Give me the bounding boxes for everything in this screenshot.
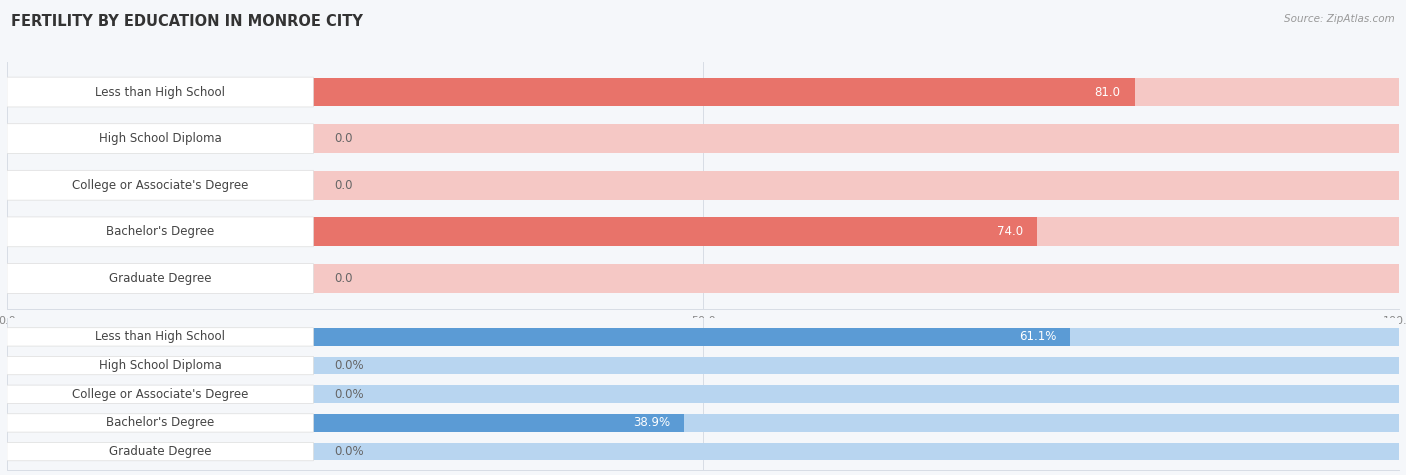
Text: 81.0: 81.0 — [1095, 86, 1121, 98]
Bar — [7, 328, 1070, 346]
Bar — [7, 328, 1399, 346]
FancyBboxPatch shape — [7, 356, 314, 375]
Bar — [7, 443, 1399, 460]
Text: 0.0%: 0.0% — [335, 388, 364, 401]
Bar — [7, 124, 1399, 153]
Text: 38.9%: 38.9% — [633, 417, 669, 429]
FancyBboxPatch shape — [7, 385, 314, 403]
FancyBboxPatch shape — [7, 171, 314, 200]
FancyBboxPatch shape — [7, 124, 314, 153]
Bar — [7, 357, 1399, 374]
Bar — [7, 414, 683, 432]
FancyBboxPatch shape — [7, 217, 314, 247]
Text: Less than High School: Less than High School — [96, 331, 225, 343]
Text: Bachelor's Degree: Bachelor's Degree — [105, 225, 214, 238]
Text: High School Diploma: High School Diploma — [98, 132, 222, 145]
Text: 0.0%: 0.0% — [335, 359, 364, 372]
Text: Less than High School: Less than High School — [96, 86, 225, 98]
Bar — [7, 218, 1399, 247]
Bar — [7, 77, 1135, 106]
Bar — [7, 385, 1399, 403]
FancyBboxPatch shape — [7, 414, 314, 432]
Bar — [7, 77, 1399, 106]
FancyBboxPatch shape — [7, 442, 314, 461]
Text: 0.0: 0.0 — [335, 179, 353, 192]
FancyBboxPatch shape — [7, 328, 314, 346]
Text: College or Associate's Degree: College or Associate's Degree — [72, 388, 249, 401]
Text: 74.0: 74.0 — [997, 225, 1024, 238]
Text: 0.0: 0.0 — [335, 132, 353, 145]
Text: 0.0: 0.0 — [335, 272, 353, 285]
Text: 0.0%: 0.0% — [335, 445, 364, 458]
Text: FERTILITY BY EDUCATION IN MONROE CITY: FERTILITY BY EDUCATION IN MONROE CITY — [11, 14, 363, 29]
Bar — [7, 171, 1399, 200]
Text: College or Associate's Degree: College or Associate's Degree — [72, 179, 249, 192]
Text: Graduate Degree: Graduate Degree — [108, 445, 211, 458]
Text: Source: ZipAtlas.com: Source: ZipAtlas.com — [1284, 14, 1395, 24]
Text: Graduate Degree: Graduate Degree — [108, 272, 211, 285]
FancyBboxPatch shape — [7, 264, 314, 294]
Bar — [7, 414, 1399, 432]
Bar — [7, 264, 1399, 293]
Bar — [7, 218, 1038, 247]
Text: 61.1%: 61.1% — [1019, 331, 1056, 343]
FancyBboxPatch shape — [7, 77, 314, 107]
Text: High School Diploma: High School Diploma — [98, 359, 222, 372]
Text: Bachelor's Degree: Bachelor's Degree — [105, 417, 214, 429]
